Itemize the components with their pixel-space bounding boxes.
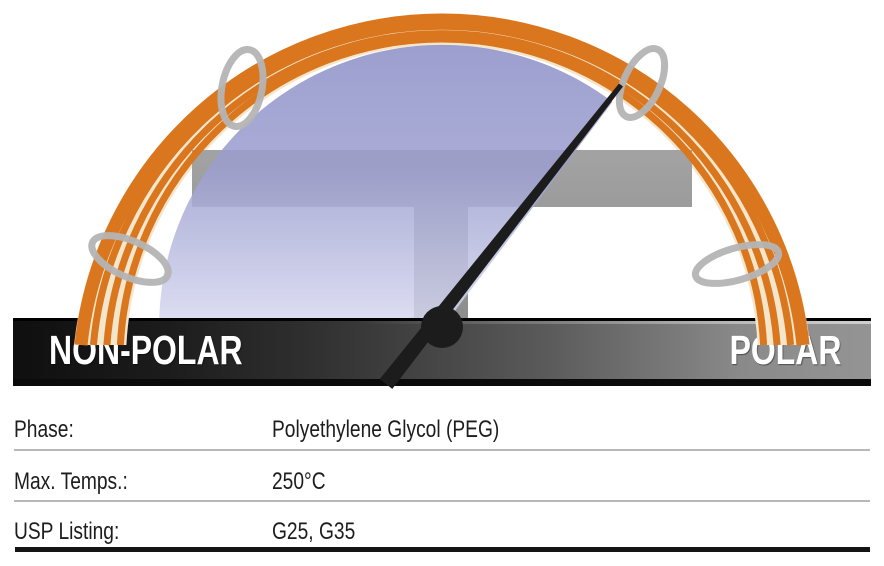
row-divider (14, 500, 870, 502)
dome-sector (159, 44, 613, 318)
coil-arc (103, 30, 781, 346)
spec-table: Phase: Polyethylene Glycol (PEG) Max. Te… (0, 386, 884, 566)
coil-backing (74, 13, 810, 346)
coil-ring-lower-left (88, 232, 172, 286)
row-value: G25, G35 (272, 518, 356, 545)
row-label: Phase: (14, 416, 74, 443)
table-bottom-rule (15, 547, 870, 552)
coil-arc-outer (74, 13, 810, 346)
coil-arc (116, 35, 768, 346)
row-label: USP Listing: (14, 518, 120, 545)
coil-ring-upper-right (615, 45, 669, 121)
tee-crossbar (192, 150, 692, 207)
row-value: 250°C (272, 468, 326, 495)
coil-arc (89, 22, 795, 346)
row-divider (14, 449, 870, 451)
coil-arcs (74, 13, 810, 346)
coil-ring-lower-right (691, 241, 783, 287)
tee-shape (192, 150, 692, 318)
row-value: Polyethylene Glycol (PEG) (272, 416, 500, 443)
tee-stem (414, 205, 468, 318)
coil-ring-upper-left (217, 46, 267, 130)
polarity-scale-bar: NON-POLAR POLAR (13, 318, 871, 386)
row-label: Max. Temps.: (14, 468, 128, 495)
coil-rings (88, 45, 783, 287)
polar-label: POLAR (729, 327, 841, 373)
non-polar-label: NON-POLAR (49, 327, 243, 373)
